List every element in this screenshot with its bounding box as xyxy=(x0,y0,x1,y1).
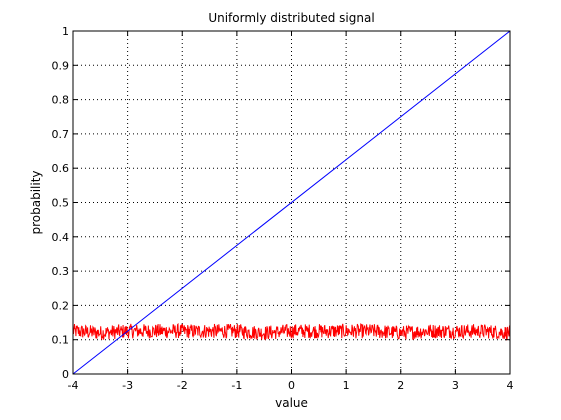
y-axis-label: probability xyxy=(29,170,43,234)
x-tick-label: 3 xyxy=(452,379,459,392)
x-tick-label: -1 xyxy=(231,379,242,392)
tick-labels: -4 -3 -2 -1 0 1 2 3 4 0 0.1 0.2 0.3 0.4 0.5 0.6 0.7 0.8 0.… xyxy=(52,25,514,392)
series-blue-line xyxy=(72,30,511,375)
y-tick-label: 0.4 xyxy=(52,231,70,244)
y-tick-label: 0.2 xyxy=(52,299,70,312)
y-tick-label: 1 xyxy=(62,25,69,38)
x-tick-label: -2 xyxy=(177,379,188,392)
y-tick-label: 0.9 xyxy=(52,59,70,72)
x-tick-label: 4 xyxy=(507,379,514,392)
series-group xyxy=(72,30,511,375)
y-tick-label: 0.7 xyxy=(52,128,70,141)
chart-title: Uniformly distributed signal xyxy=(208,11,374,25)
x-axis-label: value xyxy=(275,396,308,410)
x-tick-label: 2 xyxy=(397,379,404,392)
ticks xyxy=(72,30,511,375)
y-tick-label: 0.5 xyxy=(52,197,70,210)
y-tick-label: 0 xyxy=(62,368,69,381)
series-red-noise-line xyxy=(72,322,511,341)
y-tick-label: 0.3 xyxy=(52,265,70,278)
x-tick-label: 1 xyxy=(343,379,350,392)
x-tick-label: -3 xyxy=(122,379,133,392)
y-tick-label: 0.8 xyxy=(52,94,70,107)
x-tick-label: 0 xyxy=(288,379,295,392)
y-tick-label: 0.1 xyxy=(52,334,70,347)
grid xyxy=(73,31,510,374)
y-tick-label: 0.6 xyxy=(52,162,70,175)
x-tick-label: -4 xyxy=(68,379,79,392)
